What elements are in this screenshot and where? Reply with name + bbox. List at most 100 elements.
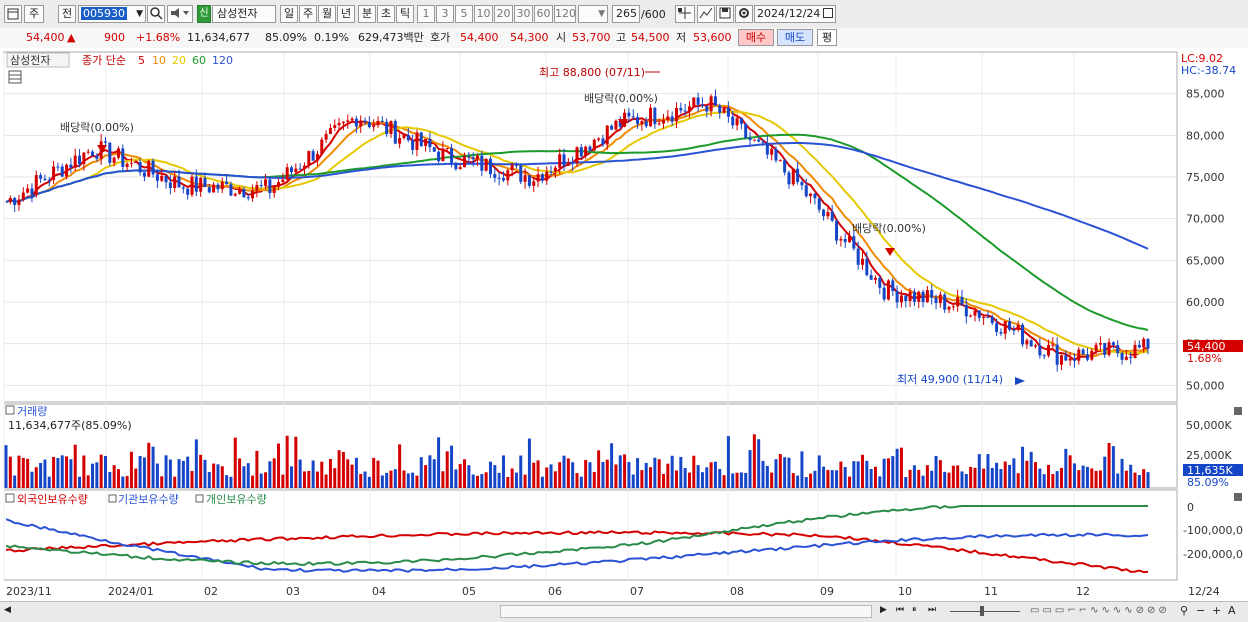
gear-icon[interactable] (735, 5, 753, 23)
volume-bar (143, 457, 146, 488)
save-icon[interactable] (716, 5, 734, 23)
interval-60[interactable]: 60 (534, 5, 553, 23)
calendar-icon[interactable] (823, 8, 833, 18)
interval-20[interactable]: 20 (494, 5, 513, 23)
volume-bar (411, 473, 414, 488)
candle-body (563, 154, 566, 166)
code-value: 005930 (81, 7, 127, 20)
price-tick-label: 50,000 (1186, 379, 1225, 392)
zoom-out-icon[interactable]: − (1196, 604, 1205, 617)
holdings-panel[interactable] (4, 490, 1177, 580)
rewind-icon[interactable]: ⏮ (896, 605, 904, 615)
candle-body (1064, 355, 1067, 360)
candle-body (878, 278, 881, 288)
volume-bar (606, 460, 609, 488)
candle-body (610, 126, 613, 130)
volume-bar (684, 468, 687, 488)
interval-3[interactable]: 3 (436, 5, 454, 23)
code-input[interactable]: 005930 ▼ (78, 5, 146, 23)
period-select[interactable]: 주 (24, 5, 44, 23)
legend-stock: 삼성전자 (10, 54, 50, 67)
candle-body (991, 317, 994, 323)
zoom-slider[interactable] (950, 611, 1020, 612)
interval-30[interactable]: 30 (514, 5, 533, 23)
draw-line-icon[interactable] (697, 5, 715, 23)
zoom-slider-handle[interactable] (980, 606, 984, 616)
volume-bar (537, 460, 540, 488)
candle-body (281, 180, 284, 182)
zoom-in-icon[interactable]: + (1212, 604, 1221, 617)
interval-5[interactable]: 5 (455, 5, 473, 23)
volume-bar (359, 474, 362, 488)
volume-bar (398, 444, 401, 488)
volume-bar (480, 474, 483, 488)
zoom-icon[interactable]: ⚲ (1180, 604, 1188, 617)
chart-area[interactable]: 삼성전자 종가 단순 5 10 20 60 120 최고 88,800 (07/… (0, 48, 1248, 603)
pause-icon[interactable]: ⏸ (912, 605, 917, 615)
crosshair-icon[interactable] (675, 5, 695, 23)
speaker-icon[interactable] (167, 5, 193, 23)
candle-body (208, 187, 211, 192)
candle-body (1090, 351, 1093, 360)
close-icon[interactable] (1234, 407, 1242, 415)
volume-bar (234, 438, 237, 488)
candle-body (30, 189, 33, 196)
candle-body (1121, 353, 1124, 360)
volume-bar (485, 472, 488, 488)
scroll-right-icon[interactable]: ▶ (880, 605, 887, 615)
stock-name-field[interactable]: 삼성전자 (212, 5, 276, 23)
candle-body (372, 125, 375, 127)
close-icon[interactable] (1234, 493, 1242, 501)
date-input[interactable]: 2024/12/24 (754, 5, 836, 23)
search-icon[interactable] (147, 5, 165, 23)
sell-button[interactable]: 매도 (777, 29, 813, 46)
volume-bar (420, 457, 423, 488)
candle-body (147, 161, 150, 177)
volume-title: 거래량 (17, 405, 47, 418)
tab-tick[interactable]: 틱 (396, 5, 414, 23)
candle-body (736, 118, 739, 125)
volume-bar (558, 462, 561, 488)
candle-body (342, 122, 345, 123)
x-axis-label: 12/24 (1188, 585, 1220, 598)
prev-button[interactable]: 전 (58, 5, 76, 23)
tab-week[interactable]: 주 (299, 5, 317, 23)
x-axis: 2023/11 2024/01 02 03 04 05 06 07 08 09 10 11 12 12/2… (6, 585, 1220, 598)
buy-button[interactable]: 매수 (738, 29, 774, 46)
interval-120[interactable]: 120 (554, 5, 576, 23)
volume-bar (1112, 446, 1115, 488)
text-size-icon[interactable]: A (1228, 604, 1236, 617)
tab-minute[interactable]: 분 (358, 5, 376, 23)
candle-body (152, 161, 155, 175)
volume-panel-icon[interactable] (6, 406, 14, 414)
candle-body (883, 288, 886, 300)
tab-month[interactable]: 월 (318, 5, 336, 23)
forward-icon[interactable]: ⏭ (928, 605, 936, 615)
candle-body (346, 120, 349, 121)
drawing-tools-icon[interactable]: ▭▭▭⌐⌐∿∿∿∿⊘⊘⊘ (1030, 605, 1170, 616)
dividend-annotation-2: 배당락(0.00%) (584, 92, 658, 105)
x-axis-label: 11 (984, 585, 998, 598)
tab-second[interactable]: 초 (377, 5, 395, 23)
candle-body (982, 317, 985, 318)
candle-body (338, 123, 341, 125)
holdings-panel-icon[interactable] (6, 494, 14, 502)
tab-year[interactable]: 년 (337, 5, 355, 23)
interval-1[interactable]: 1 (417, 5, 435, 23)
x-axis-label: 10 (898, 585, 912, 598)
candle-body (900, 296, 903, 303)
custom-interval-dropdown[interactable]: ▼ (578, 5, 608, 23)
high-annotation: 최고 88,800 (07/11) (539, 66, 645, 79)
interval-10[interactable]: 10 (474, 5, 493, 23)
candle-body (1125, 357, 1128, 360)
layout-icon[interactable] (4, 5, 22, 23)
candle-body (1138, 345, 1141, 348)
count-input[interactable]: 265 (612, 5, 640, 23)
volume-bar (805, 477, 808, 488)
table-icon[interactable] (9, 71, 21, 83)
eval-button[interactable]: 평 (817, 29, 837, 46)
scroll-left-icon[interactable]: ◀ (4, 605, 14, 617)
tab-day[interactable]: 일 (280, 5, 298, 23)
horizontal-scrollbar[interactable]: ◀ ▶ ⏮ ⏸ ⏭ ▭▭▭⌐⌐∿∿∿∿⊘⊘⊘ ⚲ − + A (0, 601, 1248, 622)
scroll-thumb[interactable] (500, 605, 872, 618)
